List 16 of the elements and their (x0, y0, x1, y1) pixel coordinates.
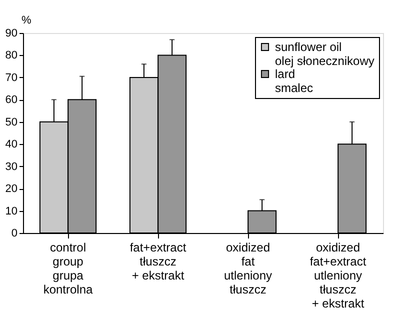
x-tick-label: oxidized fat utleniony tłuszcz (224, 240, 272, 296)
x-tick-label: fat+extract tłuszcz + ekstrakt (130, 240, 187, 282)
y-tick-label: 20 (5, 183, 18, 196)
y-tick-label: 50 (5, 116, 18, 128)
y-tick-label: 10 (5, 205, 18, 218)
x-tick-label: control group grupa kontrolna (43, 240, 94, 296)
y-tick-label: 30 (5, 160, 18, 173)
y-tick-label: 70 (5, 72, 18, 84)
y-tick-label: 90 (5, 28, 18, 40)
y-axis-title: % (22, 14, 32, 26)
legend-label: lard smalec (275, 67, 314, 95)
x-tick-label: oxidized fat+extract utleniony tłuszcz + ekstrakt (310, 240, 367, 310)
y-tick-label: 0 (11, 228, 18, 240)
y-tick-label: 80 (5, 50, 18, 62)
y-tick-label: 60 (5, 94, 18, 106)
y-tick-label: 40 (5, 138, 18, 151)
